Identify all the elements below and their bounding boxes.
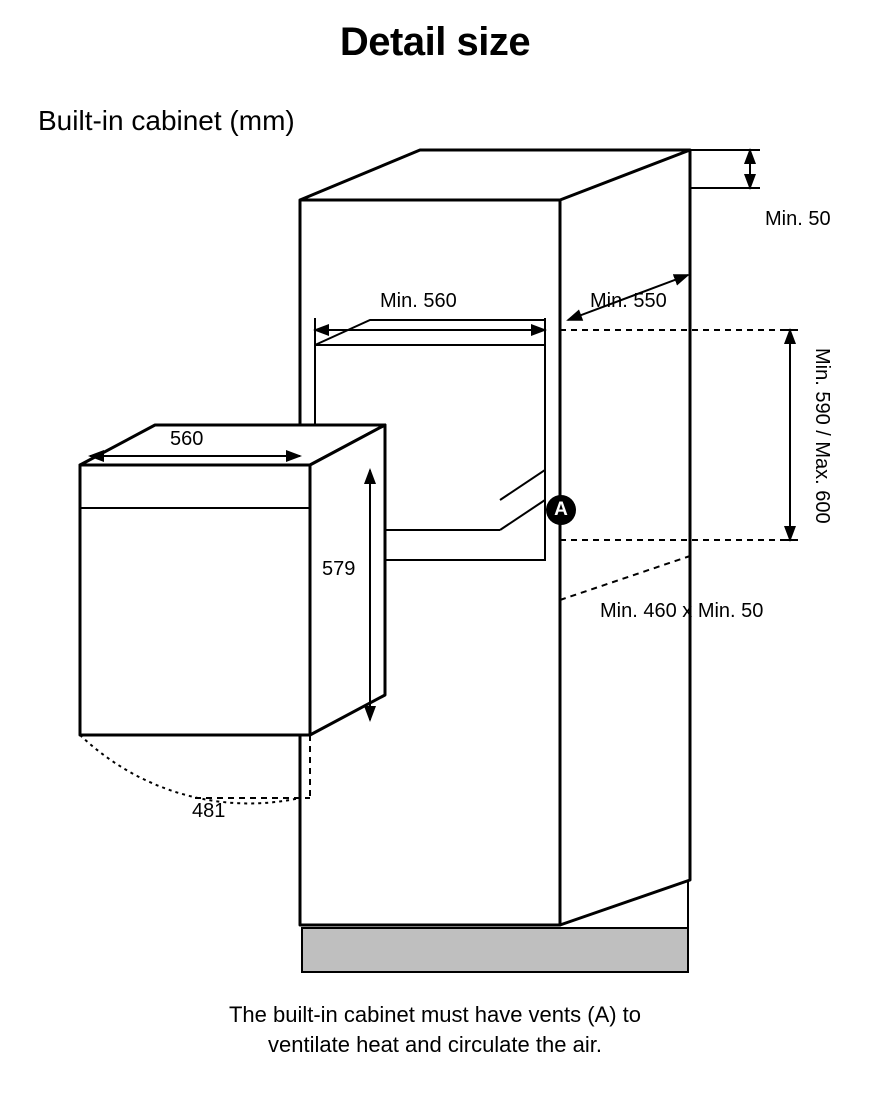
callout-a-badge: A — [546, 495, 576, 525]
label-opening-width: Min. 560 — [380, 290, 457, 313]
label-opening-height: Min. 590 / Max. 600 — [810, 348, 833, 524]
oven-depth-leader — [195, 735, 310, 798]
cabinet-plinth — [302, 928, 688, 972]
dim-opening-width — [315, 318, 545, 345]
label-vent-cutout: Min. 460 x Min. 50 — [600, 600, 763, 623]
technical-diagram — [0, 0, 870, 1096]
dim-opening-height — [782, 330, 798, 540]
label-top-clearance: Min. 50 — [765, 208, 831, 231]
door-swing-arc — [80, 735, 300, 803]
page: Detail size Built-in cabinet (mm) — [0, 0, 870, 1096]
dashed-guides — [560, 330, 790, 600]
note-line1: The built-in cabinet must have vents (A)… — [0, 1000, 870, 1030]
label-oven-height: 579 — [322, 558, 355, 581]
note-line2: ventilate heat and circulate the air. — [0, 1030, 870, 1060]
label-oven-width: 560 — [170, 428, 203, 451]
label-oven-depth: 481 — [192, 800, 225, 823]
label-cabinet-depth: Min. 550 — [590, 290, 667, 313]
